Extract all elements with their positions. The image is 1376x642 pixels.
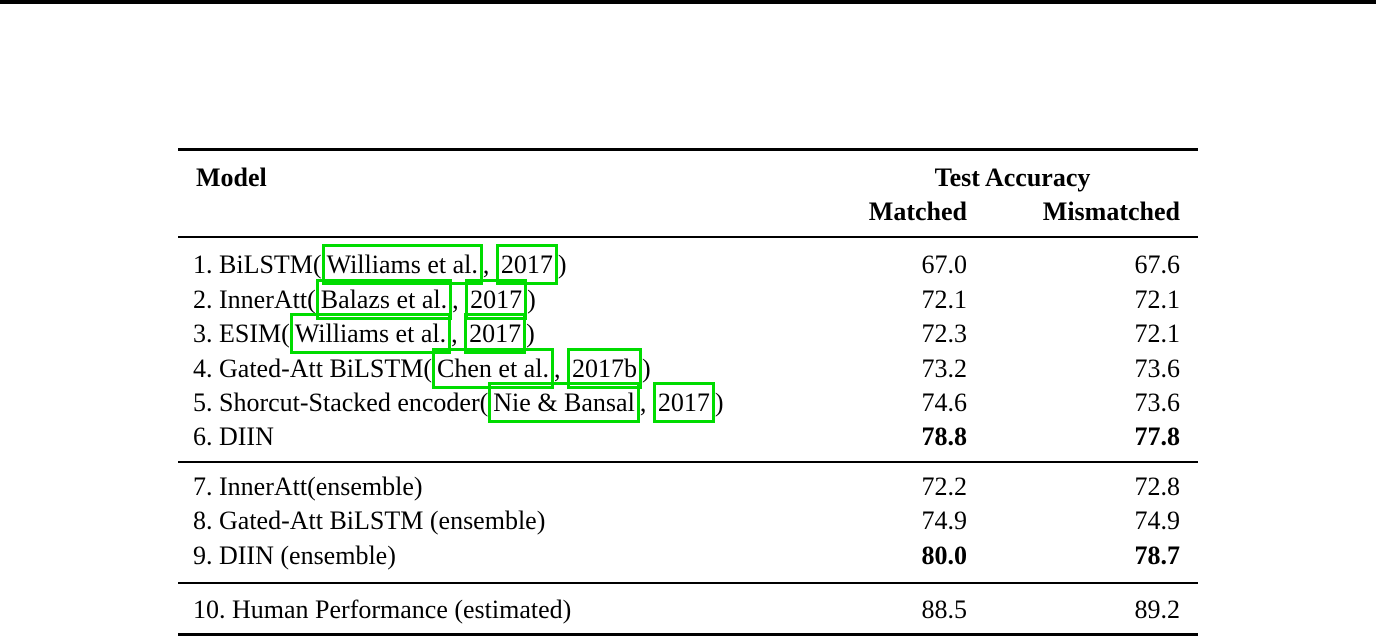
mismatched-value: 73.6 [1134,354,1181,383]
matched-value: 74.6 [921,388,968,417]
model-text: 5. Shorcut-Stacked encoder( [193,388,489,417]
citation-link-box-author[interactable]: Chen et al. [432,348,554,389]
column-header-matched: Matched [868,197,967,226]
model-text: 9. DIIN (ensemble) [193,541,396,570]
mismatched-value: 77.8 [1134,422,1181,451]
model-cell: 4. Gated-Att BiLSTM(Chen et al., 2017b) [193,348,651,389]
model-text: 4. Gated-Att BiLSTM( [193,354,433,383]
table-rule-section-1 [178,461,1198,463]
table-row: 6. DIIN 78.8 77.8 [0,420,1376,454]
citation-link-box-author[interactable]: Williams et al. [321,244,483,285]
model-cell: 2. InnerAtt(Balazs et al., 2017) [193,279,536,320]
citation-separator: , [482,250,496,279]
citation-link-box-author[interactable]: Williams et al. [289,313,452,354]
matched-value: 88.5 [921,595,968,624]
citation-link-box-author[interactable]: Nie & Bansal [488,382,640,423]
matched-value: 72.2 [921,472,968,501]
mismatched-value: 72.1 [1134,285,1181,314]
page-top-border [0,0,1376,4]
model-text: 8. Gated-Att BiLSTM (ensemble) [193,506,546,535]
model-text: 1. BiLSTM( [193,250,322,279]
table-rule-section-2 [178,582,1198,584]
model-cell: 6. DIIN [193,420,274,454]
table-row: 2. InnerAtt(Balazs et al., 2017) 72.1 72… [0,279,1376,320]
model-text-suffix: ) [557,250,567,279]
model-text-suffix: ) [714,388,724,417]
model-text: 6. DIIN [193,422,274,451]
matched-value: 67.0 [921,250,968,279]
citation-link-box-author[interactable]: Balazs et al. [315,279,453,320]
mismatched-value: 67.6 [1134,250,1181,279]
model-cell: 9. DIIN (ensemble) [193,539,396,573]
mismatched-value: 74.9 [1134,506,1181,535]
citation-link-box-year[interactable]: 2017 [652,382,715,423]
column-header-mismatched: Mismatched [1042,197,1180,226]
mismatched-value: 73.6 [1134,388,1181,417]
model-text: 3. ESIM( [193,319,290,348]
model-text: 10. Human Performance (estimated) [193,595,572,624]
table-row: 3. ESIM(Williams et al., 2017) 72.3 72.1 [0,313,1376,354]
model-text: 2. InnerAtt( [193,285,316,314]
matched-value: 73.2 [921,354,968,383]
table-rule-bottom [178,633,1198,636]
citation-link-box-year[interactable]: 2017b [566,348,642,389]
matched-value: 72.1 [921,285,968,314]
table-row: 5. Shorcut-Stacked encoder(Nie & Bansal,… [0,382,1376,423]
citation-separator: , [553,354,567,383]
mismatched-value: 72.1 [1134,319,1181,348]
model-cell: 10. Human Performance (estimated) [193,593,571,627]
model-text-suffix: ) [641,354,651,383]
model-cell: 5. Shorcut-Stacked encoder(Nie & Bansal,… [193,382,724,423]
table-row: 4. Gated-Att BiLSTM(Chen et al., 2017b) … [0,348,1376,389]
model-text-suffix: ) [527,285,536,314]
table-rule-top [178,148,1198,151]
mismatched-value: 89.2 [1134,595,1181,624]
table-row: 8. Gated-Att BiLSTM (ensemble) 74.9 74.9 [0,504,1376,538]
model-cell: 3. ESIM(Williams et al., 2017) [193,313,535,354]
model-cell: 1. BiLSTM(Williams et al., 2017) [193,244,567,285]
table-row: 10. Human Performance (estimated) 88.5 8… [0,593,1376,627]
column-group-header-test-accuracy: Test Accuracy [934,163,1091,192]
table-rule-below-header [178,236,1198,238]
citation-separator: , [452,285,466,314]
matched-value: 80.0 [921,541,968,570]
citation-link-box-year[interactable]: 2017 [495,244,558,285]
column-header-model: Model [196,163,267,192]
model-text: 7. InnerAtt(ensemble) [193,472,423,501]
citation-link-box-year[interactable]: 2017 [464,313,527,354]
matched-value: 74.9 [921,506,968,535]
citation-separator: , [451,319,465,348]
citation-separator: , [639,388,653,417]
citation-link-box-year[interactable]: 2017 [465,279,528,320]
table-row: 7. InnerAtt(ensemble) 72.2 72.8 [0,470,1376,504]
model-cell: 7. InnerAtt(ensemble) [193,470,423,504]
mismatched-value: 72.8 [1134,472,1181,501]
mismatched-value: 78.7 [1134,541,1181,570]
table-row: 1. BiLSTM(Williams et al., 2017) 67.0 67… [0,244,1376,285]
table-row: 9. DIIN (ensemble) 80.0 78.7 [0,539,1376,573]
matched-value: 78.8 [921,422,968,451]
model-text-suffix: ) [526,319,535,348]
model-cell: 8. Gated-Att BiLSTM (ensemble) [193,504,545,538]
matched-value: 72.3 [921,319,968,348]
